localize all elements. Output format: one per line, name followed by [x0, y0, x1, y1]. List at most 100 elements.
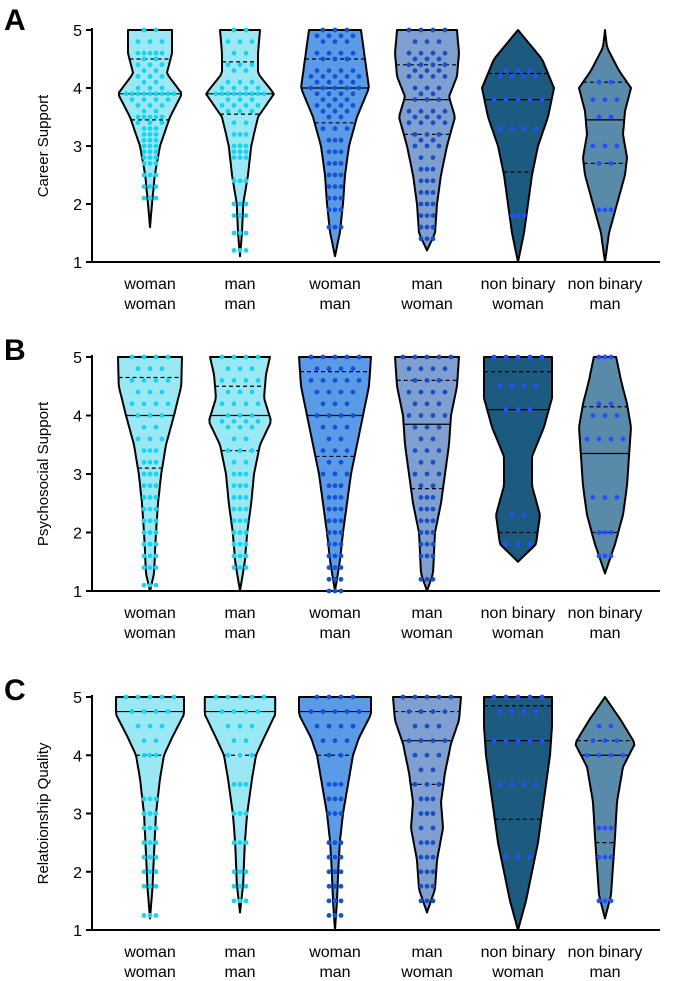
data-point	[344, 108, 350, 114]
data-point	[237, 781, 243, 787]
data-point	[338, 50, 344, 56]
data-point	[326, 588, 332, 594]
data-point	[141, 553, 147, 559]
data-point	[332, 161, 338, 166]
data-point	[344, 126, 350, 131]
data-point	[231, 91, 237, 97]
data-point	[153, 401, 159, 407]
data-point	[237, 178, 243, 184]
data-point	[424, 518, 430, 524]
data-point	[308, 354, 314, 360]
data-point	[436, 471, 442, 477]
data-point	[231, 541, 237, 547]
data-point	[237, 201, 243, 207]
data-point	[338, 79, 344, 85]
data-point	[320, 56, 326, 62]
data-point	[141, 811, 147, 816]
data-point	[332, 854, 338, 860]
data-point	[231, 378, 237, 383]
y-tick-label: 5	[73, 690, 82, 707]
data-point	[243, 530, 249, 535]
data-point	[141, 854, 147, 860]
data-point	[338, 898, 344, 904]
data-point	[135, 114, 141, 120]
data-point	[338, 869, 344, 875]
data-point	[356, 354, 362, 360]
data-point	[326, 436, 332, 442]
data-point	[436, 354, 442, 360]
data-point	[243, 68, 249, 73]
data-point	[243, 27, 249, 33]
data-point	[424, 840, 430, 846]
data-point	[430, 236, 436, 242]
data-point	[225, 448, 231, 453]
data-point	[332, 883, 338, 889]
data-point	[350, 68, 356, 73]
data-point	[406, 74, 412, 79]
data-point	[356, 85, 362, 91]
data-point	[147, 694, 153, 700]
data-point	[430, 811, 436, 816]
data-point	[418, 50, 424, 56]
x-category-label: non binary	[481, 944, 556, 961]
data-point	[338, 854, 344, 860]
data-point	[338, 114, 344, 120]
data-point	[442, 413, 448, 418]
data-point	[418, 553, 424, 559]
data-point	[147, 74, 153, 79]
data-point	[515, 354, 521, 360]
data-point	[521, 213, 527, 219]
data-point	[515, 694, 521, 700]
data-point	[243, 471, 249, 477]
data-point	[249, 62, 255, 68]
data-point	[418, 495, 424, 500]
data-point	[326, 869, 332, 875]
data-point	[231, 230, 237, 236]
data-point	[344, 56, 350, 62]
data-point	[237, 97, 243, 102]
data-point	[141, 582, 147, 588]
data-point	[430, 62, 436, 68]
data-point	[159, 50, 165, 56]
data-point	[141, 448, 147, 453]
data-point	[135, 103, 141, 108]
data-point	[147, 91, 153, 97]
data-point	[141, 172, 147, 178]
data-point	[147, 518, 153, 524]
data-point	[314, 389, 320, 395]
data-point	[418, 483, 424, 489]
data-point	[338, 495, 344, 500]
data-point	[614, 413, 620, 418]
data-point	[596, 114, 602, 120]
data-point	[448, 694, 454, 700]
data-point	[491, 738, 497, 744]
data-point	[147, 854, 153, 860]
data-point	[424, 354, 430, 360]
data-point	[159, 120, 165, 126]
y-tick-label: 5	[73, 350, 82, 367]
x-category-label: woman	[400, 964, 453, 981]
data-point	[153, 149, 159, 155]
data-point	[338, 483, 344, 489]
data-point	[141, 126, 147, 131]
data-point	[424, 97, 430, 102]
data-point	[249, 723, 255, 729]
data-point	[436, 39, 442, 44]
data-point	[418, 436, 424, 442]
data-point	[614, 495, 620, 500]
data-point	[237, 448, 243, 453]
data-point	[527, 854, 533, 860]
data-point	[430, 213, 436, 219]
data-point	[219, 85, 225, 91]
data-point	[596, 530, 602, 535]
data-point	[430, 506, 436, 512]
data-point	[153, 796, 159, 802]
data-point	[412, 85, 418, 91]
data-point	[153, 518, 159, 524]
violin-body	[574, 696, 636, 920]
data-point	[608, 723, 614, 729]
data-point	[135, 85, 141, 91]
data-point	[406, 389, 412, 395]
data-point	[326, 50, 332, 56]
data-point	[147, 132, 153, 137]
